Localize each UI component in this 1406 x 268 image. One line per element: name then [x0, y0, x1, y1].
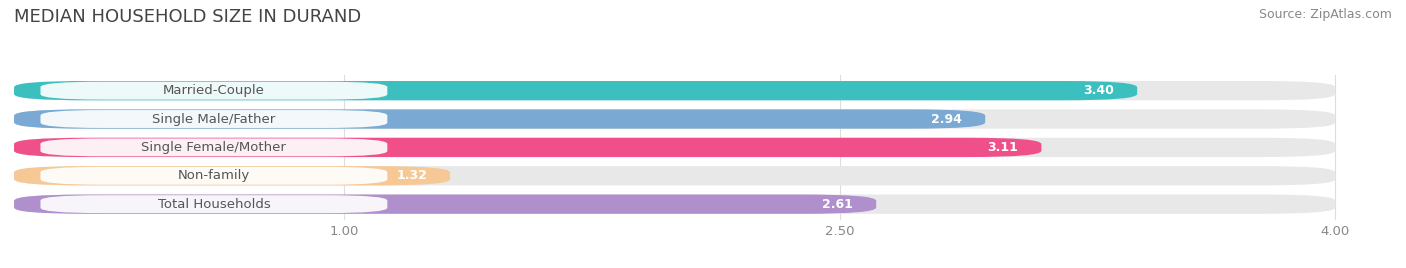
FancyBboxPatch shape — [14, 81, 1336, 100]
FancyBboxPatch shape — [14, 195, 1336, 214]
FancyBboxPatch shape — [41, 167, 387, 185]
FancyBboxPatch shape — [41, 110, 387, 128]
FancyBboxPatch shape — [14, 81, 1137, 100]
FancyBboxPatch shape — [14, 109, 1336, 129]
FancyBboxPatch shape — [14, 166, 1336, 185]
FancyBboxPatch shape — [41, 139, 387, 156]
Text: 3.11: 3.11 — [987, 141, 1018, 154]
FancyBboxPatch shape — [41, 195, 387, 213]
FancyBboxPatch shape — [14, 109, 986, 129]
Text: Source: ZipAtlas.com: Source: ZipAtlas.com — [1258, 8, 1392, 21]
Text: Single Female/Mother: Single Female/Mother — [142, 141, 287, 154]
FancyBboxPatch shape — [14, 138, 1336, 157]
Text: 3.40: 3.40 — [1083, 84, 1114, 97]
Text: Married-Couple: Married-Couple — [163, 84, 264, 97]
Text: 2.61: 2.61 — [823, 198, 853, 211]
Text: 1.32: 1.32 — [396, 169, 427, 182]
Text: Total Households: Total Households — [157, 198, 270, 211]
Text: Single Male/Father: Single Male/Father — [152, 113, 276, 125]
FancyBboxPatch shape — [14, 195, 876, 214]
FancyBboxPatch shape — [14, 138, 1042, 157]
FancyBboxPatch shape — [14, 166, 450, 185]
FancyBboxPatch shape — [41, 82, 387, 100]
Text: 2.94: 2.94 — [931, 113, 962, 125]
Text: Non-family: Non-family — [177, 169, 250, 182]
Text: MEDIAN HOUSEHOLD SIZE IN DURAND: MEDIAN HOUSEHOLD SIZE IN DURAND — [14, 8, 361, 26]
